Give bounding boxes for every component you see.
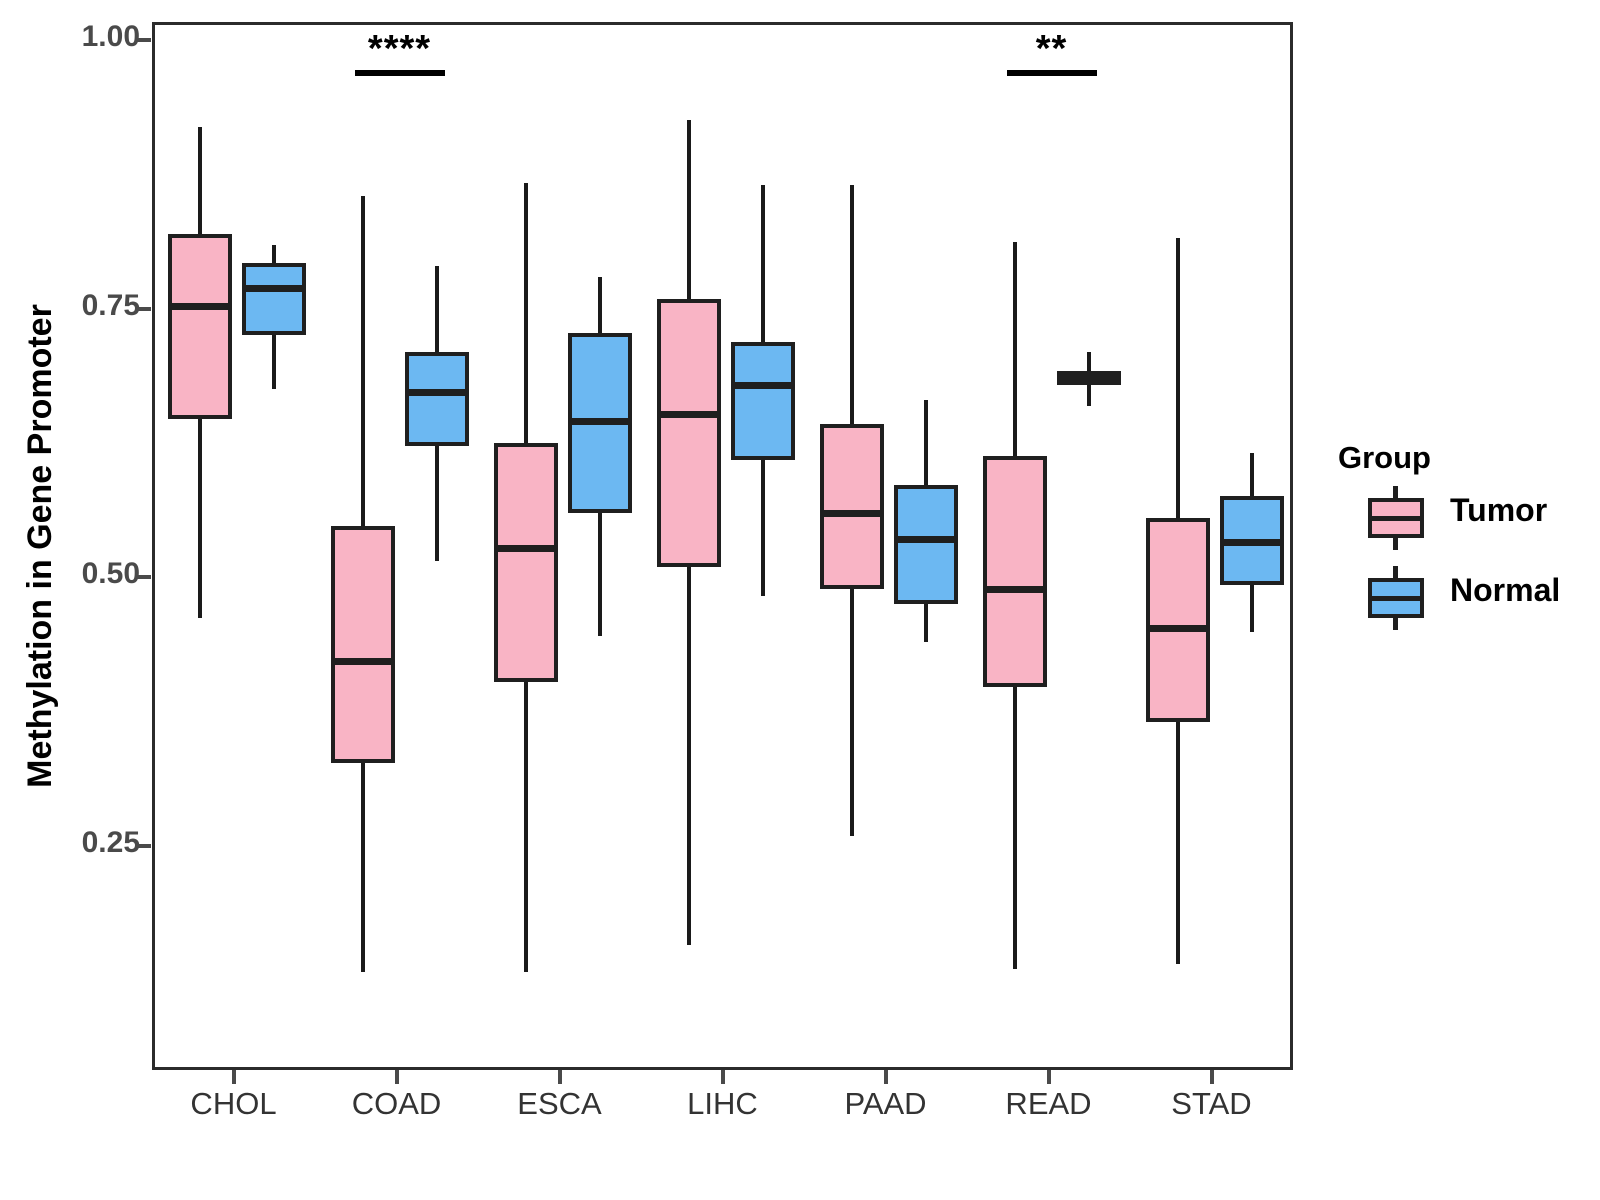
- boxplot-median-line: [656, 410, 721, 418]
- legend-whisker-tumor-low: [1393, 536, 1398, 550]
- boxplot-median-line: [567, 418, 632, 426]
- legend-median-tumor: [1368, 516, 1424, 521]
- y-axis-title: Methylation in Gene Promoter: [20, 304, 59, 788]
- significance-label: ****: [367, 27, 432, 70]
- boxplot-median-line: [982, 585, 1047, 593]
- legend-title: Group: [1338, 440, 1431, 475]
- y-axis-tick-mark: [137, 575, 151, 579]
- boxplot-box[interactable]: [656, 298, 721, 568]
- boxplot-box[interactable]: [730, 341, 795, 460]
- boxplot-box[interactable]: [1145, 517, 1210, 722]
- boxplot-box[interactable]: [404, 352, 469, 446]
- boxplot-median-line: [819, 510, 884, 518]
- plot-panel: **** **: [152, 22, 1293, 1070]
- boxplot-median-line: [330, 657, 395, 665]
- legend-item-normal[interactable]: Normal: [1330, 564, 1590, 636]
- x-axis-tick-label-coad: COAD: [351, 1086, 442, 1121]
- boxplot-box[interactable]: [982, 456, 1047, 688]
- boxplot-median-line: [404, 389, 469, 397]
- x-axis-tick-mark: [1046, 1070, 1051, 1084]
- boxplot-median-line: [167, 303, 232, 311]
- significance-bar: [1006, 69, 1097, 76]
- plot-area: **** **: [155, 25, 1290, 1067]
- y-axis-tick-label: 0.25: [81, 825, 140, 859]
- boxplot-median-line: [730, 381, 795, 389]
- legend-median-normal: [1368, 596, 1424, 601]
- boxplot-median-line: [1219, 539, 1284, 547]
- boxplot-box[interactable]: [241, 263, 306, 336]
- boxplot-median-line: [1056, 375, 1121, 383]
- y-axis-tick-mark: [137, 843, 151, 848]
- significance-bar: [354, 69, 445, 76]
- boxplot-box[interactable]: [819, 424, 884, 589]
- boxplot-box[interactable]: [893, 485, 958, 604]
- boxplot-median-line: [493, 544, 558, 552]
- x-axis-tick-mark: [720, 1070, 725, 1084]
- boxplot-median-line: [893, 536, 958, 544]
- significance-label: **: [1035, 27, 1068, 70]
- legend-item-tumor[interactable]: Tumor: [1330, 484, 1590, 556]
- legend: Group Tumor Normal: [1330, 440, 1590, 636]
- x-axis-tick-mark: [394, 1070, 399, 1084]
- y-axis-tick-mark: [137, 306, 151, 311]
- x-axis-tick-label-lihc: LIHC: [687, 1086, 758, 1121]
- legend-label-normal: Normal: [1450, 572, 1561, 608]
- legend-whisker-normal: [1393, 566, 1398, 580]
- x-axis-tick-label-read: READ: [1005, 1086, 1092, 1121]
- boxplot-box[interactable]: [167, 234, 232, 419]
- x-axis-tick-label-stad: STAD: [1171, 1086, 1252, 1121]
- x-axis-tick-mark: [557, 1070, 562, 1084]
- y-axis-tick-label: 0.75: [81, 288, 140, 322]
- boxplot-median-line: [1145, 625, 1210, 633]
- y-axis-tick-label: 1.00: [81, 20, 140, 53]
- y-axis-tick-label: 0.50: [81, 557, 140, 590]
- boxplot-box[interactable]: [330, 526, 395, 763]
- x-axis-tick-label-esca: ESCA: [517, 1086, 602, 1121]
- legend-label-tumor: Tumor: [1450, 492, 1548, 528]
- x-axis-tick-mark: [231, 1070, 236, 1084]
- x-axis-tick-mark: [1209, 1070, 1214, 1084]
- x-axis-tick-label-paad: PAAD: [844, 1086, 927, 1121]
- y-axis-tick-mark: [137, 38, 151, 42]
- boxplot-median-line: [241, 284, 306, 292]
- legend-whisker-normal-low: [1393, 616, 1398, 630]
- legend-whisker-tumor: [1393, 486, 1398, 500]
- x-axis-tick-label-chol: CHOL: [190, 1086, 277, 1121]
- x-axis-tick-mark: [883, 1070, 888, 1084]
- boxplot-box[interactable]: [493, 442, 558, 683]
